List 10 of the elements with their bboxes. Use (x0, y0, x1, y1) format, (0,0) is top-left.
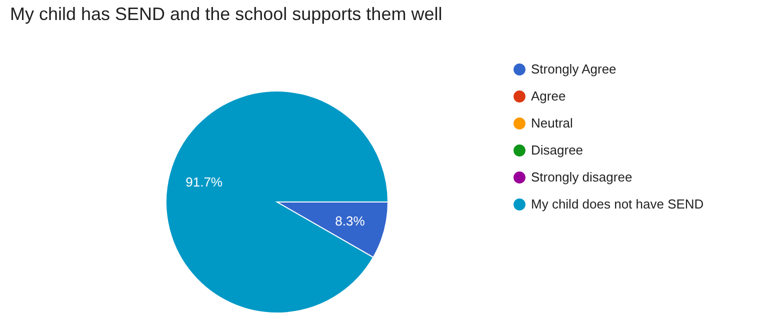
legend-label: Agree (531, 88, 566, 104)
legend-label: Disagree (531, 142, 584, 158)
chart-title: My child has SEND and the school supports them well (10, 4, 442, 24)
data-label: 8.3% (335, 213, 366, 228)
pie-slice (166, 90, 388, 314)
legend-label: Neutral (531, 116, 574, 130)
legend-label: Strongly Agree (531, 62, 616, 76)
legend-label: Strongly disagree (531, 170, 632, 184)
data-label: 91.7% (186, 174, 223, 190)
legend-label: My child does not have SEND (531, 196, 704, 212)
